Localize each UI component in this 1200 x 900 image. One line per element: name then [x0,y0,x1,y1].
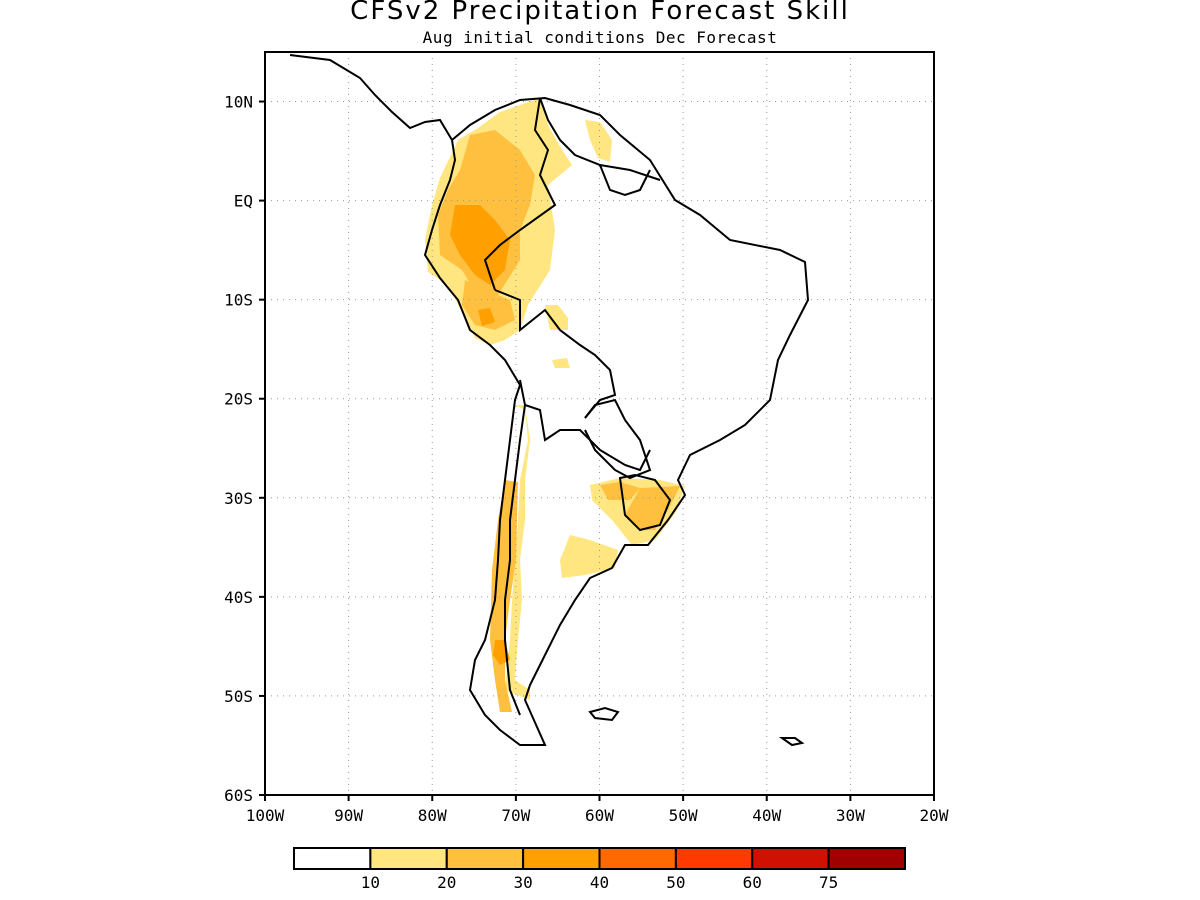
map-frame [264,51,935,796]
lon-tick-label: 70W [501,806,530,825]
colorbar-label: 20 [437,873,456,892]
lon-tick-label: 50W [669,806,698,825]
lon-tick-label: 60W [585,806,614,825]
border-argentina-chile [504,404,526,716]
lat-tick-label: EQ [234,192,253,211]
lon-tick-label: 40W [752,806,781,825]
longitude-axis: 100W 90W 80W 70W 60W 50W 40W 30W 20W [246,795,949,825]
lon-tick-label: 20W [920,806,949,825]
colorbar-swatch [598,847,677,870]
skill-region-paraguay-spot [552,358,570,368]
border-guianas [599,164,651,197]
lat-tick-label: 50S [224,687,253,706]
colorbar-label: 75 [819,873,838,892]
lat-tick-label: 10S [224,291,253,310]
colorbar: 10 20 30 40 50 60 75 [293,847,906,892]
lat-tick-label: 10N [224,93,253,112]
caribbean-coast [423,96,810,746]
south-georgia [778,737,805,747]
map-grid [265,52,934,795]
colorbar-label: 40 [590,873,609,892]
colorbar-swatch [674,847,754,870]
border-uruguay [618,473,672,532]
skill-region-pampas [560,535,618,578]
map-title: CFSv2 Precipitation Forecast Skill [350,0,850,26]
border-bolivia-chile [519,379,651,472]
coastlines [289,54,810,747]
colorbar-swatch [827,847,906,870]
colorbar-swatch [369,847,448,870]
skill-region-uruguay-20 [600,482,680,530]
skill-region-guyana [585,120,612,162]
colorbar-swatch [751,847,830,870]
skill-region-andes [505,405,530,700]
colorbar-swatch [522,847,601,870]
falklands [588,706,620,722]
central-america-coast [289,54,453,141]
lon-tick-label: 90W [334,806,363,825]
colorbar-label: 30 [513,873,532,892]
lat-tick-label: 40S [224,588,253,607]
lon-tick-label: 30W [836,806,865,825]
colorbar-label: 60 [743,873,762,892]
skill-shading [425,98,685,712]
lat-tick-label: 20S [224,390,253,409]
colorbar-swatch [293,847,372,870]
latitude-axis: 10N EQ 10S 20S 30S 40S 50S 60S [224,93,265,805]
skill-region-peru-30 [478,308,495,326]
lon-tick-label: 100W [246,806,285,825]
skill-region-peru-20 [462,280,515,330]
border-paraguay [584,398,652,480]
colorbar-label: 50 [666,873,685,892]
skill-region-bolivia [545,305,568,330]
lat-tick-label: 30S [224,489,253,508]
lat-tick-label: 60S [224,786,253,805]
skill-region-ecuador-30 [450,205,510,285]
colorbar-label: 10 [361,873,380,892]
border-colombia-venezuela [483,97,557,291]
lon-tick-label: 80W [418,806,447,825]
south-america-north-coast [539,97,661,181]
map-subtitle: Aug initial conditions Dec Forecast [422,28,778,47]
colorbar-swatch [445,847,525,870]
border-peru-brazil [494,289,617,419]
